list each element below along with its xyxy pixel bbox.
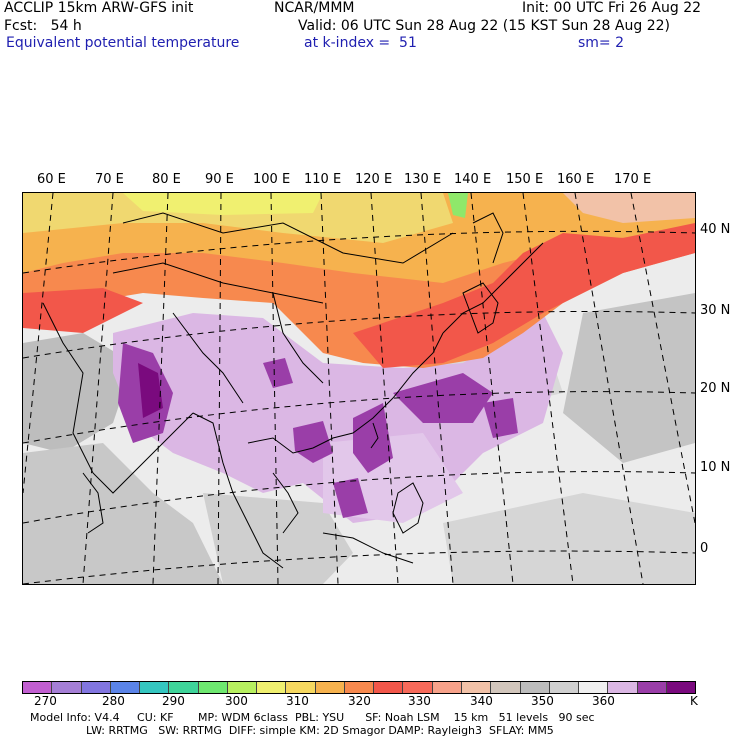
colorbar-unit: K (690, 694, 698, 708)
smoothing-info: sm= 2 (578, 35, 625, 51)
colorbar-tick: 360 (592, 694, 615, 708)
lon-label: 70 E (95, 172, 124, 187)
lat-label: 0 (700, 541, 709, 556)
theta-e-field (23, 193, 695, 584)
colorbar-swatch (579, 682, 609, 693)
colorbar-tick: 310 (286, 694, 309, 708)
colorbar-swatch (403, 682, 433, 693)
init-time: Init: 00 UTC Fri 26 Aug 22 (522, 0, 702, 16)
colorbar-swatch (198, 682, 228, 693)
forecast-hour: Fcst: 54 h (4, 18, 82, 34)
colorbar-swatch (81, 682, 111, 693)
level-info: at k-index = 51 (304, 35, 417, 51)
colorbar-swatch (608, 682, 638, 693)
lat-label: 20 N (700, 381, 731, 396)
model-info-line2: LW: RRTMG SW: RRTMG DIFF: simple KM: 2D … (30, 724, 554, 737)
lon-label: 160 E (557, 172, 595, 187)
colorbar-tick: 320 (348, 694, 371, 708)
lon-label: 130 E (404, 172, 442, 187)
lon-label: 140 E (454, 172, 492, 187)
colorbar-swatch (286, 682, 316, 693)
colorbar-swatch (23, 682, 53, 693)
lat-label: 40 N (700, 222, 731, 237)
colorbar-swatch (549, 682, 580, 693)
colorbar-swatch (315, 682, 345, 693)
colorbar-tick: 340 (470, 694, 493, 708)
colorbar-swatch (140, 682, 170, 693)
colorbar-swatch (461, 682, 492, 693)
colorbar-swatch (344, 682, 375, 693)
colorbar-swatch (227, 682, 258, 693)
colorbar-tick: 270 (34, 694, 57, 708)
lon-label: 120 E (355, 172, 393, 187)
lon-label: 90 E (205, 172, 234, 187)
colorbar (22, 681, 696, 694)
colorbar-swatch (374, 682, 404, 693)
colorbar-swatch (666, 682, 696, 693)
lon-label: 80 E (152, 172, 181, 187)
colorbar-tick: 350 (531, 694, 554, 708)
colorbar-swatch (491, 682, 521, 693)
map-panel (22, 192, 696, 585)
colorbar-swatch (520, 682, 550, 693)
lat-label: 30 N (700, 303, 731, 318)
lon-label: 170 E (614, 172, 652, 187)
model-title: ACCLIP 15km ARW-GFS init (4, 0, 194, 16)
lon-label: 60 E (37, 172, 66, 187)
colorbar-swatch (637, 682, 667, 693)
colorbar-swatch (169, 682, 199, 693)
colorbar-tick: 290 (162, 694, 185, 708)
organization: NCAR/MMM (274, 0, 355, 16)
lon-label: 100 E (253, 172, 291, 187)
colorbar-swatch (257, 682, 287, 693)
colorbar-tick: 330 (408, 694, 431, 708)
lat-label: 10 N (700, 460, 731, 475)
colorbar-swatch (432, 682, 462, 693)
colorbar-swatch (110, 682, 141, 693)
colorbar-tick: 280 (102, 694, 125, 708)
valid-time: Valid: 06 UTC Sun 28 Aug 22 (15 KST Sun … (298, 18, 670, 34)
colorbar-swatch (52, 682, 82, 693)
field-name: Equivalent potential temperature (6, 35, 240, 51)
lon-label: 110 E (304, 172, 342, 187)
model-info-line1: Model Info: V4.4 CU: KF MP: WDM 6class P… (30, 711, 595, 724)
colorbar-tick: 300 (225, 694, 248, 708)
lon-label: 150 E (506, 172, 544, 187)
